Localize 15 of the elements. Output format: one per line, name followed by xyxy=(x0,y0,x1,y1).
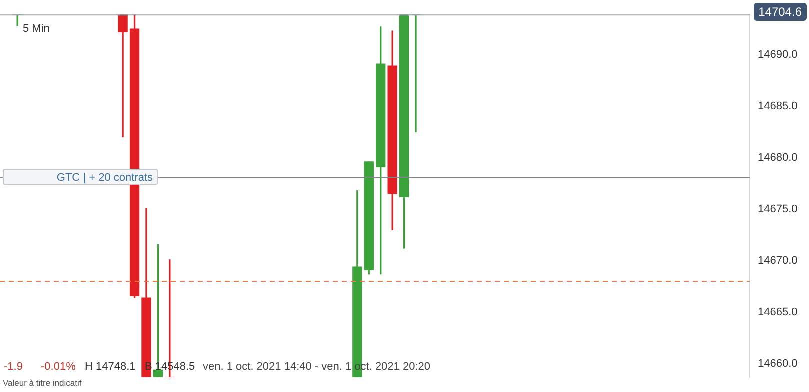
y-tick-label: 14670.0 xyxy=(758,254,798,267)
y-tick-label: 14675.0 xyxy=(758,203,798,216)
y-tick-label: 14690.0 xyxy=(758,48,798,61)
annotation: H 14748.1 xyxy=(85,361,136,373)
y-tick-label: 14680.0 xyxy=(758,152,798,164)
annotation: -0.01% xyxy=(41,361,76,373)
annotation: -1.9 xyxy=(4,361,23,373)
annotation: 5 Min xyxy=(23,23,50,35)
candlestick xyxy=(118,14,128,138)
text: 14704.6 xyxy=(754,3,807,21)
y-tick-label: 14685.0 xyxy=(758,100,798,112)
y-tick-label: 14660.0 xyxy=(758,358,798,370)
y-tick-label: 14665.0 xyxy=(758,306,798,318)
order-tag: GTC | + 20 contrats xyxy=(3,169,158,186)
text: Valeur à titre indicatif xyxy=(3,378,82,388)
